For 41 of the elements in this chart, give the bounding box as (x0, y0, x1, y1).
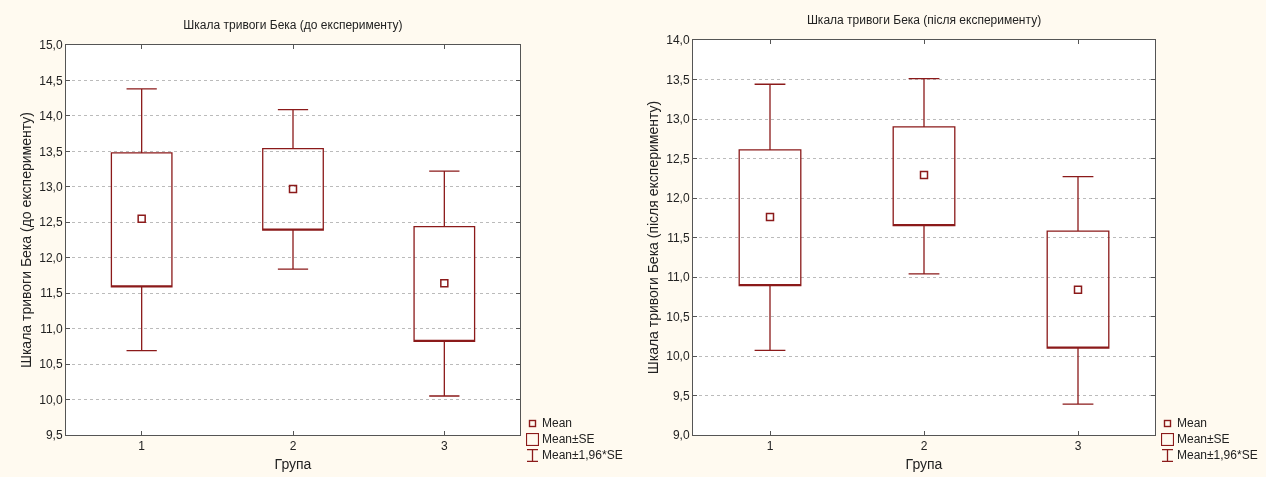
y-tick-label: 13,0 (39, 180, 63, 195)
text: Mean±SE (542, 431, 595, 447)
y-tick-label: 11,0 (667, 270, 690, 285)
y-tick-label: 11,5 (40, 286, 63, 301)
y-tick-label: 13,5 (39, 144, 63, 159)
text: Mean±SE (1177, 431, 1230, 447)
x-axis-title: Група (274, 455, 312, 472)
text: Mean±1,96*SE (542, 447, 623, 463)
y-tick-label: 14,0 (39, 109, 63, 124)
chart-title: Шкала тривоги Бека (після експерименту) (806, 13, 1042, 28)
y-tick-label: 9,0 (672, 428, 690, 443)
y-tick-label: 13,0 (666, 112, 690, 127)
y-tick-label: 11,5 (667, 230, 690, 245)
x-tick-label: 3 (440, 439, 448, 454)
y-tick-label: 9,5 (45, 428, 63, 443)
y-tick-label: 15,0 (39, 38, 63, 53)
x-tick-label: 1 (766, 439, 774, 454)
text: Mean (1177, 415, 1208, 431)
x-axis-title: Група (905, 455, 943, 472)
y-axis-title: Шкала тривоги Бека (до експерименту) (17, 112, 34, 368)
y-tick-label: 14,0 (666, 33, 690, 48)
y-tick-label: 10,0 (39, 392, 63, 407)
y-tick-label: 12,0 (666, 191, 690, 206)
x-tick-label: 3 (1074, 439, 1082, 454)
y-tick-label: 13,5 (666, 72, 690, 87)
chart-title: Шкала тривоги Бека (до експерименту) (183, 18, 403, 33)
text: Mean (542, 415, 573, 431)
y-tick-label: 10,5 (39, 357, 63, 372)
x-tick-label: 2 (920, 439, 928, 454)
y-tick-label: 12,5 (39, 215, 63, 230)
text: Mean±1,96*SE (1177, 447, 1258, 463)
y-tick-label: 14,5 (39, 73, 63, 88)
y-tick-label: 12,5 (666, 151, 690, 166)
y-tick-label: 12,0 (39, 250, 63, 265)
y-axis-title: Шкала тривоги Бека (після експерименту) (644, 100, 661, 375)
y-tick-label: 9,5 (672, 388, 690, 403)
y-tick-label: 10,0 (666, 349, 690, 364)
y-tick-label: 11,0 (40, 321, 63, 336)
x-tick-label: 1 (138, 439, 146, 454)
x-tick-label: 2 (289, 439, 297, 454)
y-tick-label: 10,5 (666, 309, 690, 324)
